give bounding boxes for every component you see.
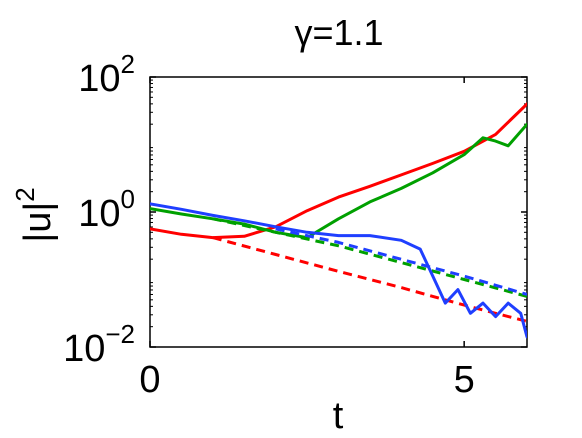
series-group <box>150 102 527 339</box>
series-line-3 <box>150 122 527 240</box>
y-tick-labels: 10−2 100 102 <box>63 49 135 370</box>
axes-frame <box>149 76 528 348</box>
chart-title: γ=1.1 <box>294 12 383 53</box>
y-tick-label: 10−2 <box>63 319 135 370</box>
plot-area <box>149 76 528 348</box>
x-tick-label: 5 <box>454 359 475 401</box>
y-axis-label-sup: 2 <box>10 187 40 201</box>
y-axis-label: |u|2 <box>10 187 59 242</box>
y-tick-label: 100 <box>78 184 135 235</box>
svg-text:|u|2: |u|2 <box>10 187 59 242</box>
x-tick-label: 0 <box>139 359 160 401</box>
series-dashed-line-6 <box>275 227 527 296</box>
series-dashed-line-4 <box>212 217 527 298</box>
x-axis-label: t <box>333 395 344 437</box>
series-line-5 <box>150 202 527 339</box>
y-tick-label: 102 <box>78 49 135 100</box>
y-axis-label-base: |u| <box>17 202 59 243</box>
